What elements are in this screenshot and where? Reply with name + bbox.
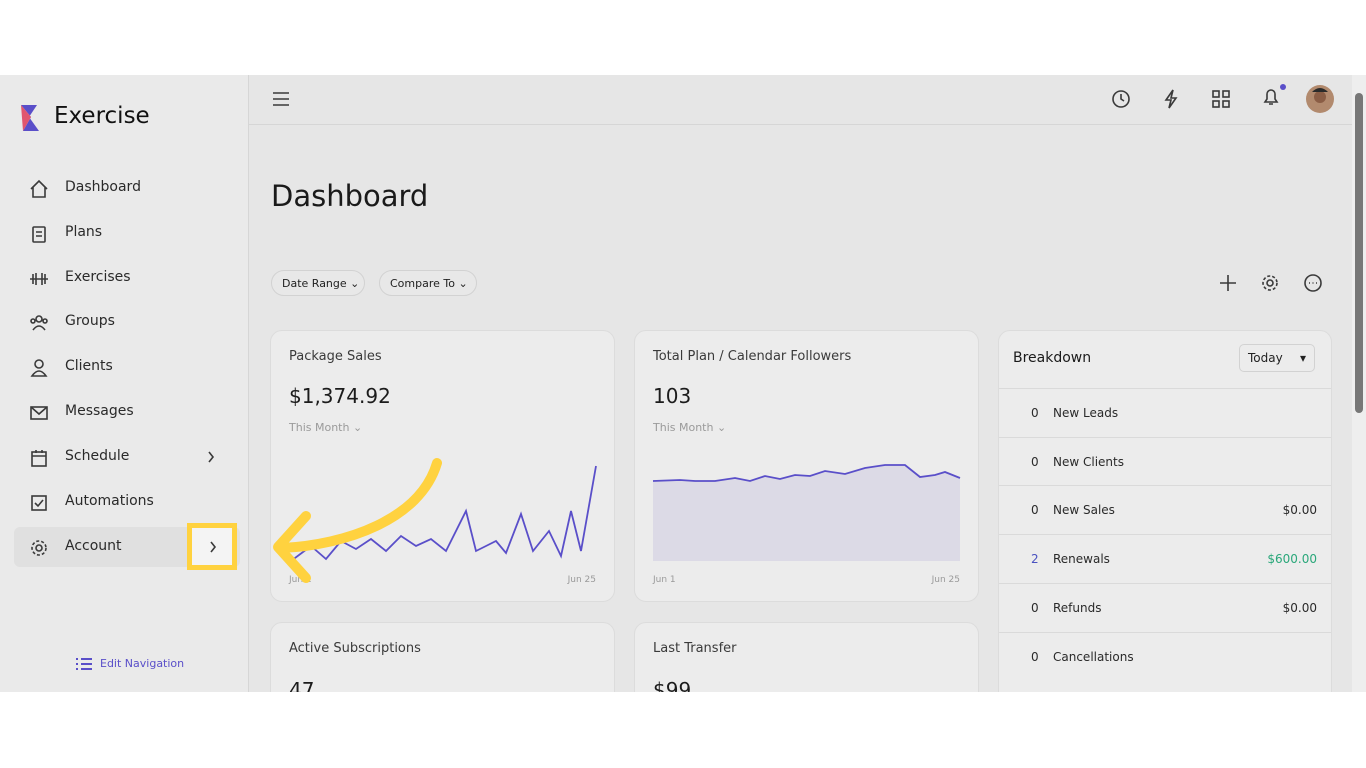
expand-button[interactable] bbox=[192, 528, 232, 565]
scrollbar bbox=[1352, 75, 1366, 692]
brand: Exercise bbox=[54, 103, 150, 129]
nav-item[interactable]: Plans bbox=[14, 213, 240, 253]
breakdown-row: 0 New Sales $0.00 bbox=[999, 485, 1331, 534]
avatar[interactable] bbox=[1306, 84, 1334, 114]
stat-card: Active Subscriptions 47 bbox=[270, 622, 615, 692]
axis-end: Jun 25 bbox=[567, 575, 596, 585]
row-count: 0 bbox=[1031, 406, 1039, 420]
menu-icon[interactable] bbox=[272, 91, 290, 107]
nav-item[interactable]: Exercises bbox=[14, 258, 240, 298]
card-value: $99 bbox=[653, 678, 692, 692]
card-period[interactable]: This Month ⌄ bbox=[653, 421, 727, 434]
card-title: Package Sales bbox=[289, 349, 382, 364]
breakdown-row: 0 Refunds $0.00 bbox=[999, 582, 1331, 632]
sparkline bbox=[290, 465, 597, 562]
row-label: Refunds bbox=[1053, 600, 1102, 615]
row-label: New Sales bbox=[1053, 503, 1115, 518]
filter-label: Compare To bbox=[390, 277, 455, 290]
nav-item[interactable]: Clients bbox=[14, 347, 240, 387]
nav-label: Messages bbox=[65, 403, 134, 419]
stat-card: Package Sales $1,374.92 This Month ⌄ Jun… bbox=[270, 330, 615, 602]
row-count: 0 bbox=[1031, 454, 1039, 469]
nav-label: Schedule bbox=[65, 448, 130, 464]
logo bbox=[21, 105, 39, 131]
row-count: 2 bbox=[1031, 552, 1039, 567]
sparkline bbox=[652, 464, 961, 561]
row-label: New Leads bbox=[1053, 406, 1119, 420]
annotation-arrow bbox=[273, 458, 442, 583]
breakdown-card: Breakdown Today ▾ 0 New Leads 0 New Clients… bbox=[998, 330, 1332, 692]
scroll-thumb[interactable] bbox=[1355, 93, 1363, 413]
axis-start: Jun 1 bbox=[289, 575, 312, 585]
row-count: 0 bbox=[1031, 503, 1039, 518]
sidebar: Exercise Dashboard Plans Exercises Group… bbox=[0, 75, 249, 692]
card-period[interactable]: This Month ⌄ bbox=[289, 421, 363, 434]
page-title: Dashboard bbox=[271, 179, 429, 213]
bolt-icon[interactable] bbox=[1161, 89, 1181, 109]
row-label: Renewals bbox=[1053, 552, 1110, 567]
nav-label: Dashboard bbox=[65, 179, 141, 195]
filter-button[interactable]: Date Range ⌄ bbox=[271, 270, 365, 296]
nav-label: Account bbox=[65, 538, 122, 554]
nav-label: Exercises bbox=[65, 269, 131, 285]
highlight-box bbox=[187, 523, 237, 570]
row-amount: $0.00 bbox=[1282, 600, 1317, 615]
row-count: 0 bbox=[1031, 649, 1039, 664]
nav-item[interactable]: Dashboard bbox=[14, 168, 240, 208]
row-label: New Clients bbox=[1053, 454, 1124, 469]
stat-card: Last Transfer $99 bbox=[634, 622, 979, 692]
settings-icon[interactable] bbox=[1261, 274, 1279, 292]
edit-navigation[interactable]: Edit Navigation bbox=[100, 657, 185, 670]
breakdown-row: 0 New Clients bbox=[999, 436, 1331, 486]
period-label: Today bbox=[1248, 351, 1283, 365]
add-icon[interactable] bbox=[1219, 274, 1237, 292]
breakdown-row: 2 Renewals $600.00 bbox=[999, 534, 1331, 583]
nav-item[interactable]: Groups bbox=[14, 302, 240, 342]
row-amount: $600.00 bbox=[1267, 552, 1317, 567]
period-label: This Month bbox=[653, 421, 714, 434]
nav-item[interactable]: Messages bbox=[14, 392, 240, 432]
period-dropdown[interactable]: Today ▾ bbox=[1239, 344, 1315, 372]
stat-card: Total Plan / Calendar Followers 103 This… bbox=[634, 330, 979, 602]
nav-label: Clients bbox=[65, 358, 113, 374]
apps-icon[interactable] bbox=[1211, 89, 1231, 109]
axis-start: Jun 1 bbox=[653, 575, 676, 585]
axis-end: Jun 25 bbox=[931, 575, 960, 585]
nav-label: Groups bbox=[65, 313, 115, 329]
row-count: 0 bbox=[1031, 600, 1039, 615]
card-value: 103 bbox=[653, 384, 692, 408]
list-icon bbox=[76, 658, 92, 670]
bell-icon[interactable] bbox=[1260, 83, 1286, 109]
card-value: $1,374.92 bbox=[289, 384, 391, 408]
card-title: Last Transfer bbox=[653, 641, 737, 656]
nav-item[interactable]: Schedule bbox=[14, 437, 240, 477]
period-label: This Month bbox=[289, 421, 350, 434]
card-title: Active Subscriptions bbox=[289, 641, 421, 656]
nav-label: Plans bbox=[65, 224, 103, 240]
history-icon[interactable] bbox=[1111, 89, 1131, 109]
app-screenshot: Exercise Dashboard Plans Exercises Group… bbox=[0, 75, 1366, 692]
filter-button[interactable]: Compare To ⌄ bbox=[379, 270, 477, 296]
breakdown-row: 0 Cancellations bbox=[999, 631, 1331, 681]
breakdown-row: 0 New Leads bbox=[999, 388, 1331, 437]
more-icon[interactable] bbox=[1304, 274, 1322, 292]
row-amount: $0.00 bbox=[1282, 503, 1317, 518]
row-label: Cancellations bbox=[1053, 649, 1134, 664]
breakdown-title: Breakdown bbox=[1013, 350, 1092, 366]
filter-label: Date Range bbox=[282, 277, 347, 290]
card-title: Total Plan / Calendar Followers bbox=[653, 349, 852, 364]
card-value: 47 bbox=[289, 678, 315, 692]
nav-label: Automations bbox=[65, 493, 154, 509]
nav-item[interactable]: Automations bbox=[14, 482, 240, 522]
top-bar bbox=[249, 75, 1352, 125]
